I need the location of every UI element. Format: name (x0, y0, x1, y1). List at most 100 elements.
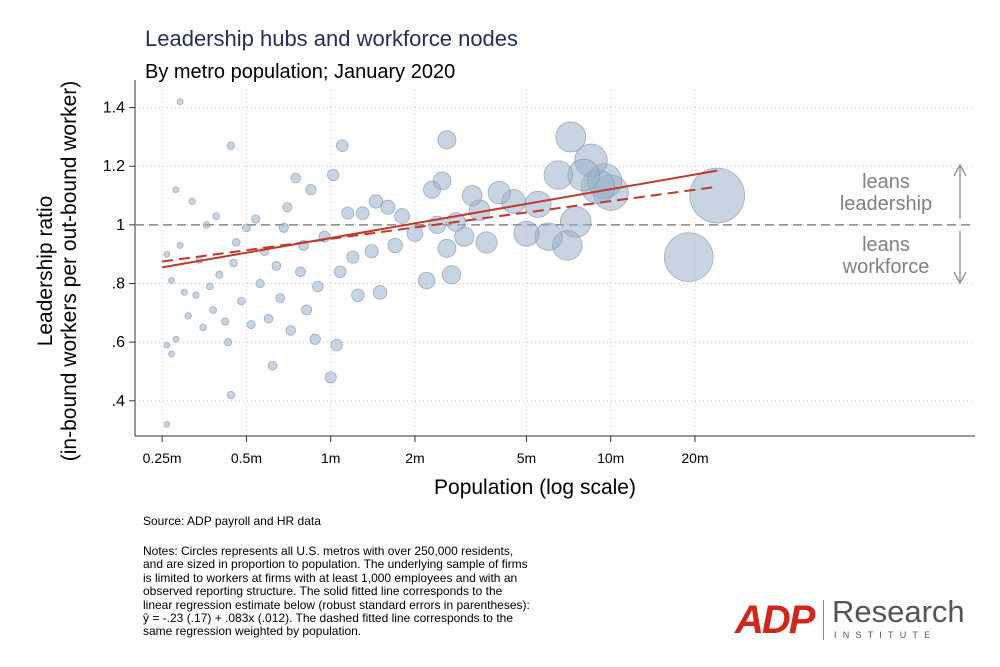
notes-line: Notes: Circles represents all U.S. metro… (143, 544, 514, 558)
metro-point (168, 350, 175, 358)
metro-point (305, 184, 317, 196)
metro-point (394, 208, 411, 224)
metro-point (346, 250, 360, 264)
y-axis-title-line: Leadership ratio (34, 196, 57, 347)
axes: 0.25m 0.5m 1m 2m 5m 10m 20m .4 .6 .8 1 1.2 1.4 Popula… (34, 80, 975, 499)
metro-point (163, 250, 171, 258)
metro-point (163, 341, 171, 349)
metro-point (513, 220, 540, 247)
metro-point (202, 221, 211, 229)
metro-point (221, 317, 230, 326)
metro-point (180, 288, 188, 296)
metro-point (278, 222, 289, 233)
metro-point (336, 139, 349, 152)
notes-line: and are sized in proportion to populatio… (143, 557, 528, 572)
metro-point (689, 167, 746, 224)
notes-text: Notes: Circles represents all U.S. metro… (143, 544, 613, 639)
metro-point (330, 338, 343, 352)
metro-point (246, 320, 256, 330)
notes-line: observed reporting structure. The solid … (143, 584, 503, 599)
metro-point (543, 160, 574, 190)
metro-point (351, 288, 365, 302)
metro-point (341, 206, 355, 220)
x-tick-label: 5m (517, 450, 536, 466)
x-tick-label: 2m (405, 450, 424, 466)
metro-point (327, 168, 340, 182)
y-tick-label: .6 (112, 334, 125, 351)
metro-point (163, 421, 171, 428)
x-tick-label: 0.25m (143, 450, 182, 466)
metro-point (461, 185, 483, 206)
y-tick-label: 1.2 (103, 158, 125, 175)
x-tick-label: 1m (321, 450, 340, 466)
metro-point (437, 130, 457, 150)
adp-research-logo: ADP Research INSTITUTE (735, 594, 985, 646)
metro-point (251, 214, 261, 224)
up-arrow-head (953, 163, 967, 177)
x-tick-label: 20m (681, 450, 708, 466)
metro-point (212, 212, 221, 220)
source-note: Source: ADP payroll and HR data (143, 514, 321, 528)
leans-workforce-label: leans (862, 234, 910, 256)
data-points (163, 98, 746, 428)
metro-point (368, 194, 384, 209)
metro-point (295, 266, 306, 278)
metro-point (176, 241, 184, 249)
leans-workforce-label: workforce (842, 256, 930, 278)
metro-point (364, 244, 379, 259)
metro-point (188, 197, 196, 205)
metro-point (206, 282, 214, 291)
metro-point (229, 258, 238, 268)
metro-point (301, 304, 313, 316)
y-tick-label: .4 (112, 393, 125, 410)
metro-point (226, 141, 235, 150)
adp-logo-mark: ADP (735, 598, 815, 642)
metro-point (176, 98, 184, 106)
metro-point (184, 312, 192, 320)
logo-institute-word: INSTITUTE (834, 630, 937, 640)
metro-point (441, 265, 462, 285)
y-tick-label: .8 (112, 276, 125, 293)
x-tick-label: 10m (597, 450, 624, 466)
metro-point (387, 237, 403, 254)
metro-point (324, 371, 337, 384)
metro-point (487, 181, 511, 205)
metro-point (232, 238, 241, 247)
solid-fit-line (161, 169, 718, 269)
metro-point (282, 202, 293, 213)
metro-point (290, 172, 301, 184)
chart-subtitle: By metro population; January 2020 (145, 61, 456, 83)
metro-point (312, 280, 324, 293)
metro-point (406, 225, 424, 242)
logo-research-word: Research (832, 594, 965, 629)
metro-point (663, 232, 714, 282)
metro-point (192, 291, 200, 299)
metro-point (209, 306, 217, 314)
metro-point (285, 325, 296, 336)
metro-point (215, 270, 224, 279)
y-tick-label: 1 (116, 217, 125, 234)
metro-point (275, 293, 286, 304)
logo-divider (823, 600, 824, 640)
metro-point (242, 223, 251, 233)
metro-point (199, 323, 207, 332)
leans-leadership-label: leans (862, 171, 910, 193)
metro-point (224, 338, 233, 347)
x-axis-title: Population (log scale) (434, 476, 636, 499)
metro-point (333, 265, 347, 279)
metro-point (423, 180, 441, 199)
metro-point (380, 199, 396, 215)
metro-point (271, 261, 282, 271)
metro-point (237, 296, 246, 306)
metro-point (267, 360, 278, 371)
metro-point (263, 313, 274, 324)
leans-leadership-label: leadership (840, 193, 932, 215)
notes-line: same regression weighted by population. (143, 624, 362, 639)
dashed-fit-line (162, 185, 718, 263)
metro-point (226, 390, 235, 400)
down-arrow-head (953, 271, 967, 285)
metro-point (168, 277, 175, 284)
y-tick-label: 1.4 (103, 100, 125, 117)
metro-point (309, 333, 321, 345)
